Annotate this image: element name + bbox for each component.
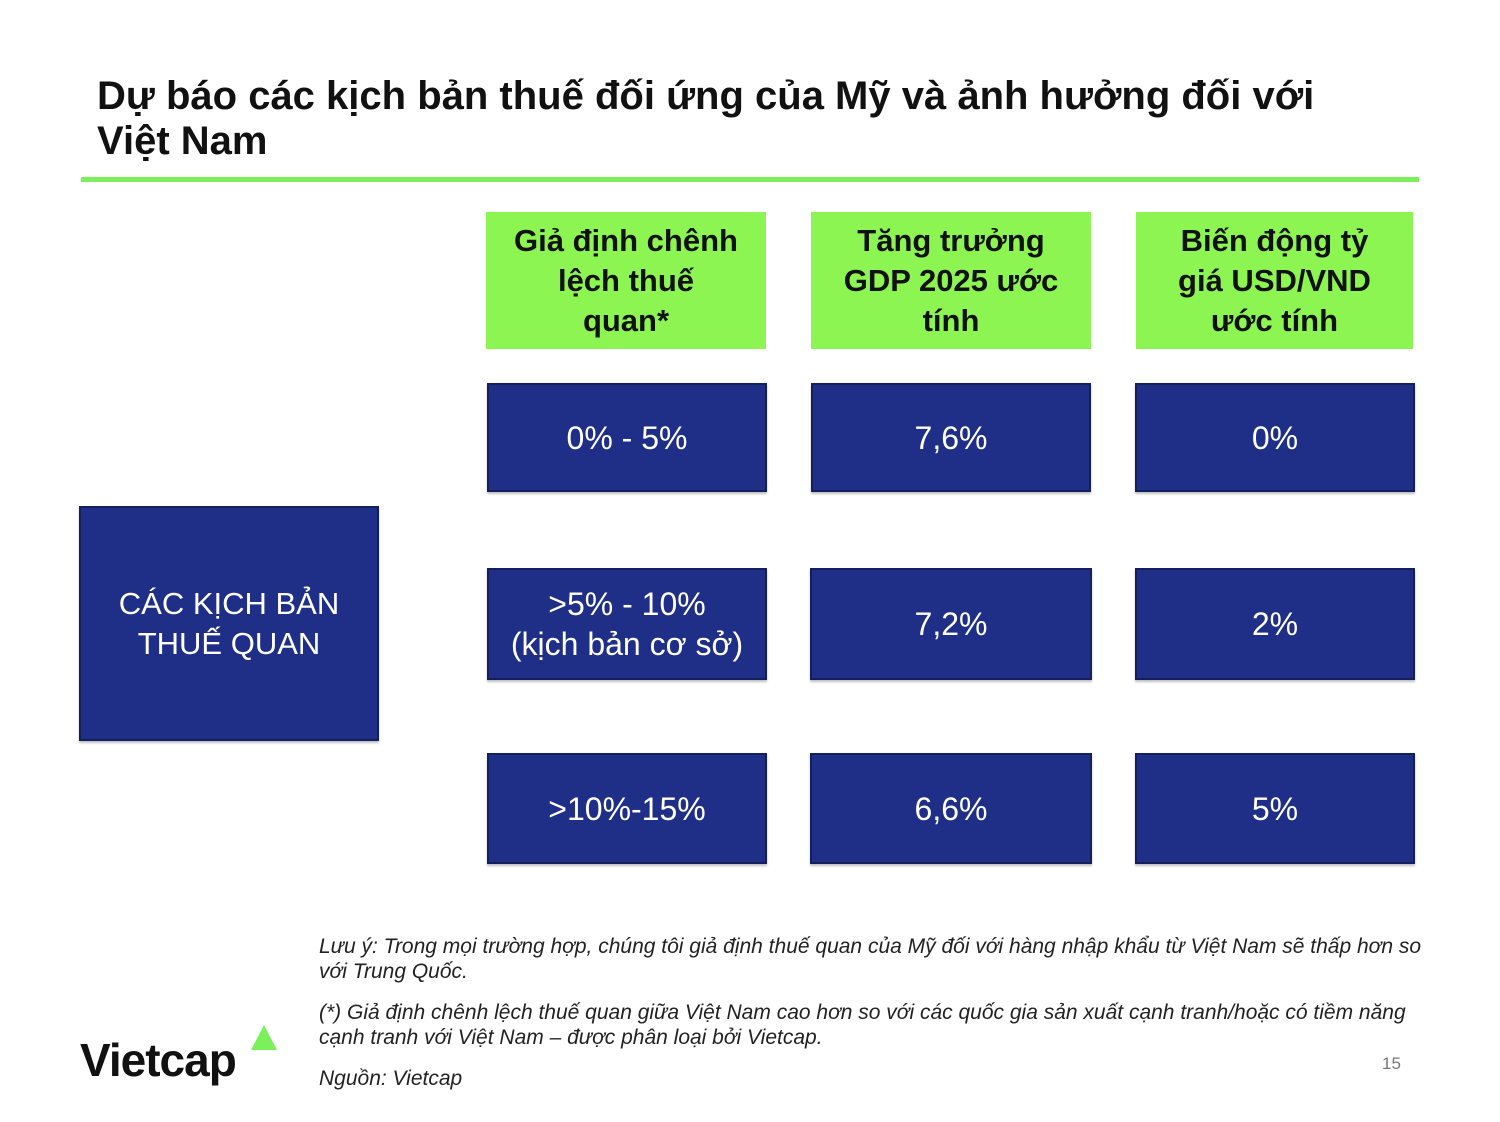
scenarios-label: CÁC KỊCH BẢN THUẾ QUAN (79, 506, 379, 741)
cell-text: 0% - 5% (566, 419, 688, 456)
cell-text: 0% (1251, 419, 1299, 456)
footnotes: Lưu ý: Trong mọi trường hợp, chúng tôi g… (319, 934, 1429, 1107)
cell-gdp-row3: 6,6% (810, 753, 1092, 864)
header-line: quan* (582, 302, 670, 338)
cell-tariff-row2: >5% - 10% (kịch bản cơ sở) (487, 568, 767, 680)
logo-text: Vietcap (80, 1034, 237, 1086)
header-line: lệch thuế (557, 262, 695, 298)
row-label-line: CÁC KỊCH BẢN (118, 585, 340, 621)
header-fx-change: Biến động tỷ giá USD/VND ước tính (1136, 212, 1413, 349)
cell-gdp-row1: 7,6% (811, 383, 1091, 492)
header-gdp-growth: Tăng trưởng GDP 2025 ước tính (811, 212, 1091, 349)
cell-text: 7,6% (914, 419, 988, 456)
header-line: GDP 2025 ước (843, 262, 1059, 298)
cell-text: >5% - 10% (548, 586, 706, 622)
row-label-line: THUẾ QUAN (137, 625, 321, 661)
note-assumption: Lưu ý: Trong mọi trường hợp, chúng tôi g… (319, 935, 1422, 983)
title-underline (81, 177, 1419, 182)
header-line: tính (922, 302, 980, 338)
header-line: ước tính (1210, 302, 1339, 338)
page-number: 15 (1382, 1054, 1401, 1073)
vietcap-logo: Vietcap (80, 1025, 290, 1095)
header-line: giá USD/VND (1178, 262, 1371, 298)
header-tariff-gap: Giả định chênh lệch thuế quan* (486, 212, 766, 349)
cell-fx-row1: 0% (1135, 383, 1415, 492)
cell-tariff-row3: >10%-15% (487, 753, 767, 864)
cell-tariff-row1: 0% - 5% (487, 383, 767, 492)
cell-fx-row2: 2% (1135, 568, 1415, 680)
triangle-icon (251, 1025, 277, 1050)
cell-text: >10%-15% (548, 790, 706, 827)
cell-gdp-row2: 7,2% (810, 568, 1092, 680)
cell-text: 6,6% (914, 790, 988, 827)
note-definition: (*) Giả định chênh lệch thuế quan giữa V… (319, 1001, 1406, 1049)
header-line: Giả định chênh (514, 222, 738, 258)
cell-text: (kịch bản cơ sở) (510, 626, 744, 662)
cell-fx-row3: 5% (1135, 753, 1415, 864)
cell-text: 2% (1251, 606, 1299, 642)
header-line: Biến động tỷ (1180, 222, 1369, 258)
cell-text: 7,2% (914, 606, 988, 642)
header-line: Tăng trưởng (857, 222, 1045, 258)
cell-text: 5% (1251, 790, 1299, 827)
page-title: Dự báo các kịch bản thuế đối ứng của Mỹ … (97, 74, 1315, 163)
source-note: Nguồn: Vietcap (319, 1067, 463, 1090)
